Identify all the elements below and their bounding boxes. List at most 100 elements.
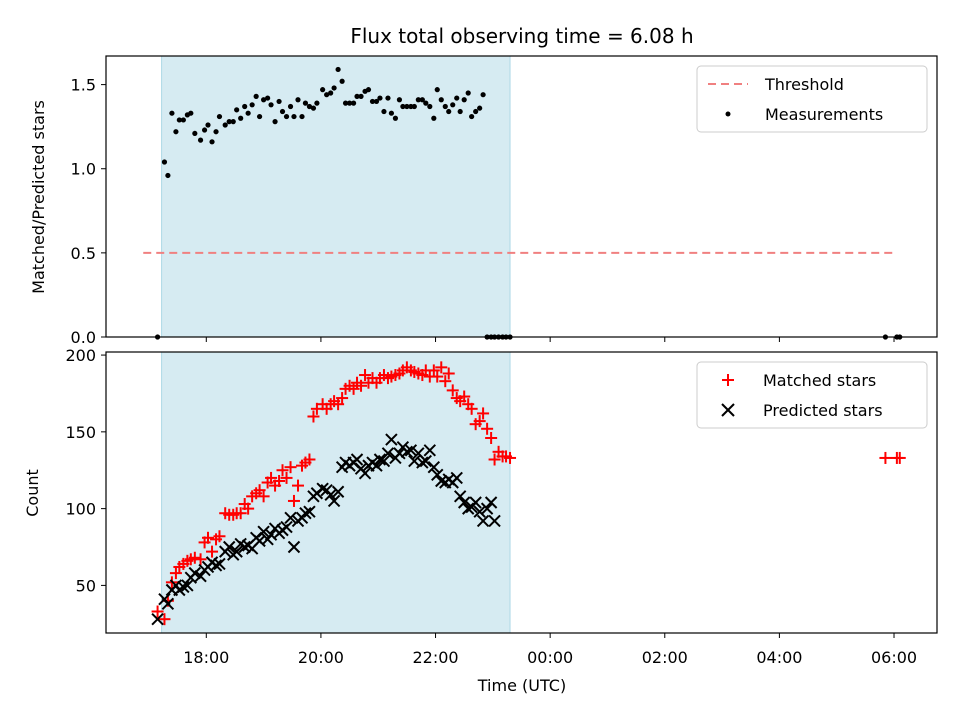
matched-star-point: [213, 530, 226, 543]
measurement-point: [396, 97, 403, 103]
matched-star-point: [504, 451, 517, 464]
matched-star-point: [242, 502, 255, 515]
matched-star-point: [194, 553, 207, 566]
matched-star-point: [879, 451, 892, 464]
predicted-star-point: [213, 557, 226, 571]
matched-star-point: [347, 382, 360, 395]
predicted-star-point: [419, 454, 432, 468]
measurement-point: [419, 97, 425, 103]
predicted-star-point: [324, 488, 337, 502]
bottom-axes-frame: [105, 351, 938, 634]
predicted-stars-points: [151, 433, 501, 626]
predicted-star-point: [327, 494, 341, 508]
predicted-star-point: [181, 579, 194, 592]
measurement-point: [320, 87, 326, 93]
top-y-axis-label: Matched/Predicted stars: [29, 100, 48, 294]
top-x-axis-ticks: [205, 337, 895, 342]
matched-star-point: [303, 453, 316, 466]
measurement-point: [434, 87, 440, 93]
predicted-star-point: [316, 482, 329, 495]
matched-star-point: [442, 367, 455, 380]
matched-star-point: [465, 402, 478, 415]
measurement-point: [365, 87, 372, 93]
measurement-point: [342, 100, 349, 106]
measurement-point: [249, 102, 255, 108]
measurement-point: [388, 110, 395, 116]
legend-measurements-label: Measurements: [765, 105, 883, 124]
measurement-point: [201, 127, 208, 133]
predicted-star-point: [299, 507, 312, 520]
matched-star-point: [273, 474, 286, 487]
predicted-star-point: [393, 447, 406, 460]
predicted-star-point: [381, 447, 395, 460]
measurement-point: [369, 98, 376, 105]
measurement-point: [350, 100, 357, 106]
measurement-point: [180, 117, 186, 123]
measurement-point: [245, 110, 251, 116]
bottom-x-tick-label: 18:00: [183, 648, 229, 667]
x-axis-label: Time (UTC): [477, 676, 566, 695]
predicted-star-point: [370, 459, 383, 472]
matched-star-point: [234, 507, 247, 520]
matched-star-point: [355, 379, 368, 392]
measurement-point: [404, 103, 410, 110]
measurement-point: [442, 103, 448, 110]
measurement-point: [373, 98, 380, 105]
measurement-point: [188, 110, 194, 116]
measurement-point: [310, 105, 317, 111]
top-y-tick-label: 1.0: [71, 160, 96, 179]
measurement-point: [265, 95, 271, 101]
matched-star-point: [202, 531, 215, 544]
predicted-star-point: [423, 444, 437, 457]
legend-predicted-swatch: [721, 403, 735, 417]
predicted-star-point: [484, 496, 498, 509]
predicted-star-point: [480, 502, 494, 515]
measurement-point: [461, 97, 467, 103]
measurement-point: [169, 110, 175, 116]
predicted-star-point: [194, 569, 207, 583]
matched-star-point: [188, 551, 201, 564]
matched-star-point: [287, 494, 300, 507]
bottom-x-tick-label: 20:00: [298, 648, 344, 667]
measurement-point: [469, 113, 475, 120]
measurement-point: [276, 98, 282, 105]
predicted-star-point: [457, 496, 471, 509]
measurement-point: [450, 102, 456, 108]
measurement-point: [392, 115, 399, 121]
matched-star-point: [257, 490, 270, 503]
bottom-x-tick-label: 00:00: [527, 648, 573, 667]
matched-star-point: [307, 410, 320, 423]
measurement-point: [176, 117, 182, 123]
measurement-point: [423, 100, 429, 106]
measurement-point: [205, 122, 211, 128]
measurement-point: [302, 100, 309, 106]
predicted-star-point: [284, 511, 297, 525]
matched-star-point: [276, 464, 289, 477]
legend-measurements-swatch: [725, 111, 731, 117]
predicted-star-point: [161, 597, 175, 611]
measurement-point: [291, 113, 297, 120]
bottom-y-tick-label: 150: [65, 423, 96, 442]
measurement-point: [256, 113, 263, 120]
measurement-point: [238, 115, 244, 121]
matched-star-point: [265, 471, 278, 484]
matched-star-point: [291, 479, 304, 492]
measurement-point: [335, 66, 341, 73]
measurement-point: [295, 97, 301, 103]
measurement-point: [192, 130, 198, 137]
predicted-star-point: [450, 471, 463, 485]
measurement-point: [328, 90, 334, 96]
matched-star-point: [280, 471, 293, 484]
measurement-point: [234, 107, 240, 113]
measurement-point: [161, 159, 168, 165]
measurement-point: [222, 122, 228, 128]
predicted-star-point: [385, 433, 398, 446]
predicted-star-point: [287, 540, 301, 554]
measurement-point: [411, 103, 417, 110]
measurement-point: [465, 90, 471, 96]
measurement-point: [339, 78, 345, 84]
matched-star-point: [431, 370, 444, 383]
measurement-point: [457, 108, 463, 115]
measurement-point: [477, 105, 483, 111]
